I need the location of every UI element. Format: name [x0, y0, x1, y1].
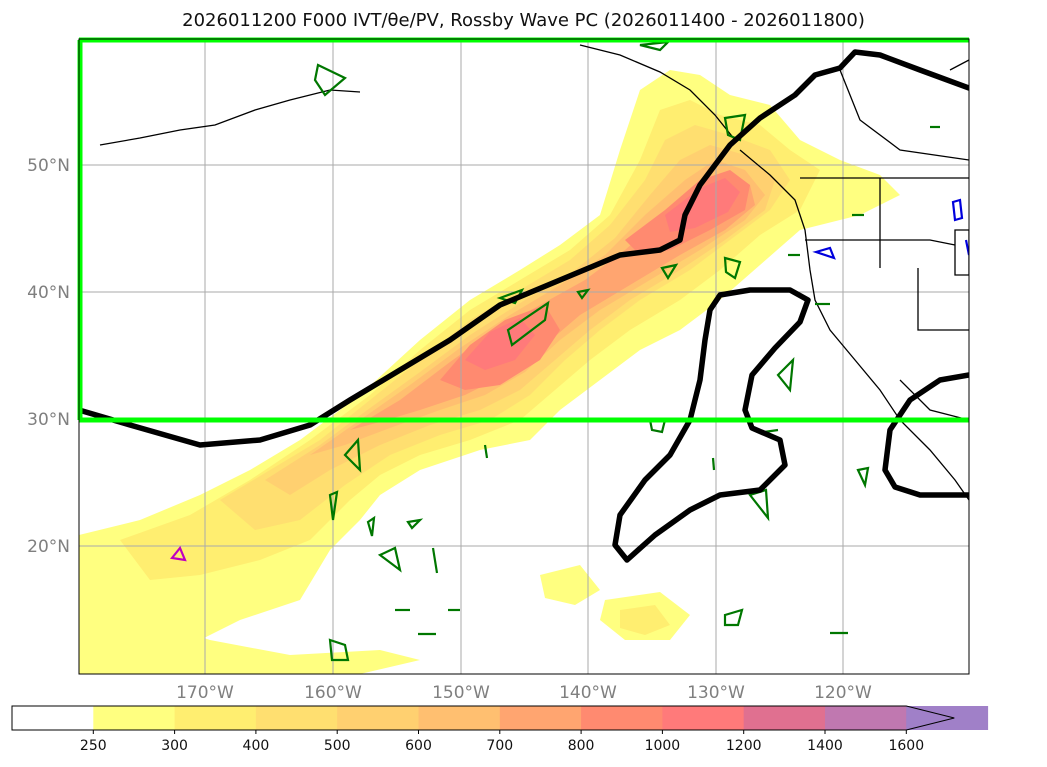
rossby-wave-contours — [79, 49, 969, 563]
colorbar-segment — [255, 706, 338, 730]
colorbar-segment — [825, 706, 907, 730]
highlight-box — [77, 37, 969, 423]
lat-label-50: 50°N — [27, 156, 70, 176]
ivt-band-250c — [540, 565, 600, 605]
map-title: 2026011200 F000 IVT/θe/PV, Rossby Wave P… — [182, 10, 865, 31]
lon-label-140w: 140°W — [559, 683, 617, 703]
colorbar-segment — [93, 706, 176, 730]
colorbar-tick-label: 300 — [161, 738, 188, 754]
plot-frame — [78, 38, 970, 675]
lon-label-160w: 160°W — [304, 683, 362, 703]
colorbar-tick-label: 1200 — [726, 738, 762, 754]
colorbar-tick-label: 700 — [486, 738, 513, 754]
lon-label-130w: 130°W — [687, 683, 745, 703]
lon-label-150w: 150°W — [432, 683, 490, 703]
colorbar-outline — [11, 705, 955, 731]
lon-label-120w: 120°W — [814, 683, 872, 703]
ivt-band-250b — [79, 545, 420, 674]
colorbar: 250 300 400 500 600 700 800 1000 1200 1400 1600 — [11, 705, 989, 754]
lat-label-20: 20°N — [27, 537, 70, 557]
other-contours — [169, 545, 187, 562]
colorbar-tick-label: 800 — [568, 738, 595, 754]
colorbar-segment — [662, 706, 745, 730]
colorbar-segment — [174, 706, 257, 730]
lat-label-40: 40°N — [27, 283, 70, 303]
lat-label-30: 30°N — [27, 410, 70, 430]
colorbar-segment — [581, 706, 663, 730]
colorbar-tick-label: 1000 — [645, 738, 681, 754]
colorbar-tick-label: 1600 — [888, 738, 924, 754]
ivt-band-1000 — [465, 318, 535, 370]
lon-label-170w: 170°W — [176, 683, 234, 703]
ivt-shading — [79, 70, 900, 674]
colorbar-segment — [418, 706, 501, 730]
colorbar-extend-arrow — [906, 706, 955, 730]
colorbar-tick-label: 250 — [80, 738, 107, 754]
ivt-band-300b — [620, 605, 670, 635]
colorbar-segment — [499, 706, 582, 730]
colorbar-tick-label: 1400 — [807, 738, 843, 754]
colorbar-segment — [337, 706, 419, 730]
colorbar-tick-label: 500 — [324, 738, 351, 754]
colorbar-segment-below — [12, 706, 94, 730]
colorbar-tick-label: 400 — [243, 738, 270, 754]
graticule — [79, 39, 969, 674]
colorbar-segment — [743, 706, 826, 730]
colorbar-tick-label: 600 — [405, 738, 432, 754]
